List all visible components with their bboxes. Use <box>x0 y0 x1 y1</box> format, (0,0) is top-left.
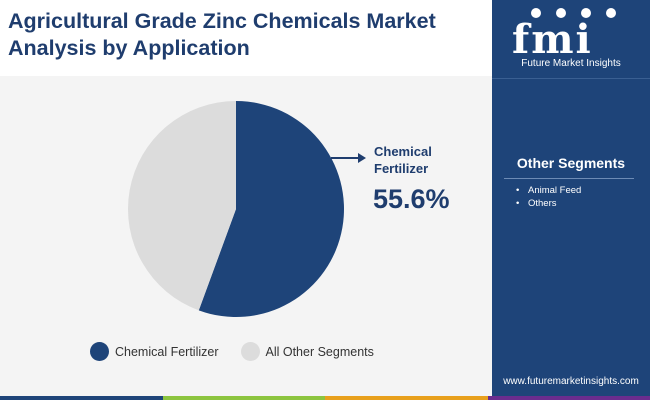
other-segments-title: Other Segments <box>516 155 626 171</box>
pie-slice-chemical-fertilizer <box>198 101 344 317</box>
legend-swatch-primary <box>90 342 109 361</box>
legend-item-chemical-fertilizer: Chemical Fertilizer <box>90 342 219 361</box>
logo-wordmark: fmi <box>512 16 593 63</box>
bottom-bar-segment <box>487 396 650 400</box>
pie-slice-all-other-segments <box>127 101 236 311</box>
page-title-line-2: Analysis by Application <box>8 36 250 60</box>
page-title-line-1: Agricultural Grade Zinc Chemicals Market <box>8 9 436 33</box>
legend-label: Chemical Fertilizer <box>115 344 219 359</box>
bottom-bar-segment <box>162 396 325 400</box>
brand-logo: fmi Future Market Insights <box>492 6 650 72</box>
legend-item-all-other-segments: All Other Segments <box>240 342 374 361</box>
legend-label: All Other Segments <box>265 344 374 359</box>
chart-legend: Chemical Fertilizer All Other Segments <box>90 342 396 361</box>
divider <box>504 178 634 179</box>
pie-chart <box>127 101 366 317</box>
bottom-color-bar <box>0 396 650 400</box>
website-link[interactable]: www.futuremarketinsights.com <box>503 376 639 387</box>
brand-name: Future Market Insights <box>521 58 621 69</box>
callout-label: Chemical Fertilizer <box>374 144 432 176</box>
legend-swatch-secondary <box>240 342 260 361</box>
other-segment-item: Animal Feed <box>516 184 581 197</box>
callout-value: 55.6% <box>373 184 450 214</box>
right-panel: fmi Future Market Insights Other Segment… <box>492 0 650 396</box>
divider <box>492 78 650 79</box>
other-segment-item: Others <box>516 197 581 210</box>
callout-arrow <box>331 153 366 163</box>
logo-icons <box>531 8 616 18</box>
title-area: Agricultural Grade Zinc Chemicals Market… <box>0 0 492 76</box>
other-segments-list: Animal Feed Others <box>516 184 581 210</box>
bottom-bar-segment <box>325 396 488 400</box>
pie-slices <box>127 101 344 317</box>
page-title: Agricultural Grade Zinc Chemicals Market… <box>8 8 488 62</box>
bottom-bar-segment <box>0 396 163 400</box>
